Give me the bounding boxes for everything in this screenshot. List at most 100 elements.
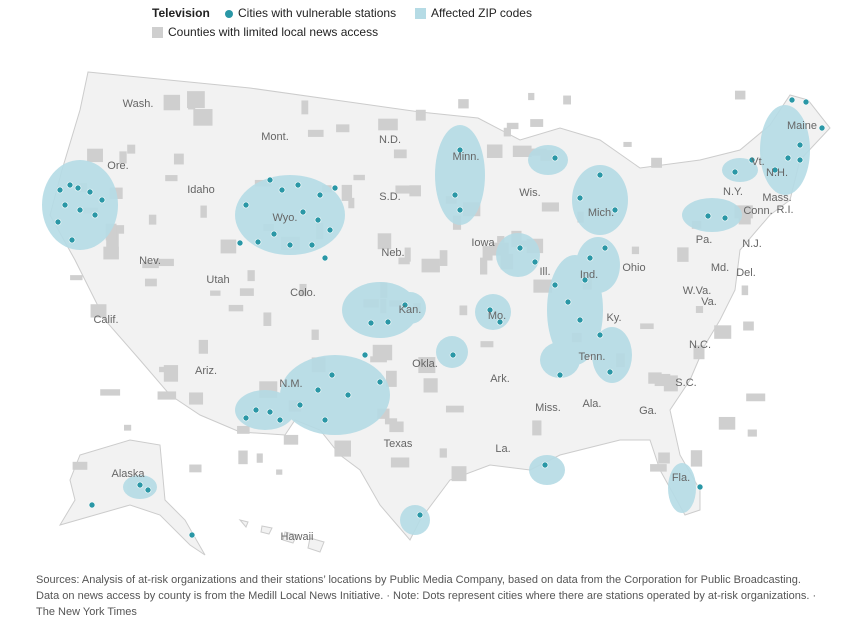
- county: [439, 250, 448, 266]
- state-label: S.D.: [379, 191, 400, 203]
- county: [482, 246, 493, 261]
- station-dot: [242, 201, 250, 209]
- county: [198, 339, 208, 354]
- map: Wash. Mont. N.D. Minn. Ore. Idaho Wyo. S.D. Wis.…: [42, 6, 831, 556]
- zip-area: [547, 255, 603, 365]
- station-dot: [516, 244, 524, 252]
- county: [563, 95, 571, 105]
- county: [154, 258, 174, 267]
- state-label: S.C.: [675, 377, 696, 389]
- county: [506, 122, 519, 130]
- county: [677, 247, 689, 262]
- county: [623, 141, 632, 147]
- state-label: La.: [495, 443, 510, 455]
- station-dot: [596, 331, 604, 339]
- zip-area: [592, 327, 632, 383]
- county: [299, 283, 307, 297]
- county: [532, 420, 542, 436]
- station-dot: [416, 511, 424, 519]
- county: [103, 246, 119, 260]
- station-dot: [541, 461, 549, 469]
- county: [458, 99, 469, 109]
- zip-area: [682, 198, 742, 232]
- station-dot: [91, 211, 99, 219]
- station-dot: [531, 258, 539, 266]
- station-dot: [784, 154, 792, 162]
- state-label: Calif.: [93, 314, 118, 326]
- county: [334, 440, 351, 457]
- zip-area: [528, 145, 568, 175]
- county: [734, 90, 746, 100]
- zip-area: [235, 390, 295, 430]
- state-label: Kan.: [399, 304, 422, 316]
- station-dot: [384, 318, 392, 326]
- station-dot: [581, 276, 589, 284]
- county: [451, 466, 467, 482]
- station-dot: [361, 351, 369, 359]
- county: [237, 425, 250, 434]
- state-label: Wis.: [519, 187, 540, 199]
- station-dot: [596, 171, 604, 179]
- station-dot: [326, 226, 334, 234]
- county: [393, 149, 407, 159]
- affected-zip-codes: [42, 105, 810, 535]
- station-dot: [61, 201, 69, 209]
- county: [193, 109, 213, 126]
- state-label: Va.: [701, 296, 717, 308]
- county: [654, 373, 671, 387]
- station-dot: [449, 351, 457, 359]
- county: [200, 205, 207, 218]
- station-dot: [54, 218, 62, 226]
- county: [746, 393, 766, 402]
- station-dot: [376, 378, 384, 386]
- county: [421, 258, 440, 273]
- station-dot: [314, 216, 322, 224]
- county: [348, 197, 355, 209]
- state-label: Del.: [736, 267, 756, 279]
- county: [528, 92, 535, 101]
- station-dot: [606, 368, 614, 376]
- station-dot: [278, 186, 286, 194]
- county: [738, 213, 751, 225]
- county: [389, 421, 404, 433]
- state-label: Alaska: [111, 468, 145, 480]
- county: [398, 257, 410, 265]
- county: [341, 184, 353, 201]
- state-label: Tenn.: [579, 351, 606, 363]
- county: [90, 304, 107, 318]
- station-dot: [551, 154, 559, 162]
- station-dot: [242, 414, 250, 422]
- legend-item: Affected ZIP codes: [431, 6, 532, 20]
- county: [148, 214, 157, 225]
- county: [283, 434, 299, 445]
- state-label: Md.: [711, 262, 729, 274]
- state-label: Wyo.: [273, 212, 298, 224]
- county: [631, 246, 640, 255]
- state-label: Nev.: [139, 255, 161, 267]
- station-dot: [276, 416, 284, 424]
- zip-area: [394, 292, 426, 324]
- station-dot: [266, 176, 274, 184]
- state-label: Iowa: [471, 237, 495, 249]
- state-label: Miss.: [535, 402, 561, 414]
- legend: Television Cities with vulnerable statio…: [152, 6, 532, 39]
- state-label: Ind.: [580, 269, 598, 281]
- county: [220, 239, 237, 254]
- zip-area: [529, 455, 565, 485]
- county: [187, 91, 205, 109]
- county: [530, 119, 544, 127]
- state-labels: Wash. Mont. N.D. Minn. Ore. Idaho Wyo. S.D. Wis.…: [93, 98, 817, 543]
- county: [353, 174, 365, 181]
- station-dot: [551, 281, 559, 289]
- county: [165, 175, 178, 182]
- county: [741, 285, 749, 296]
- county: [395, 185, 413, 194]
- county: [690, 450, 703, 467]
- vulnerable-stations: [54, 96, 826, 539]
- legend-title: Television: [152, 6, 210, 20]
- state-label: Mo.: [488, 310, 506, 322]
- county: [480, 257, 488, 275]
- legend-item: Cities with vulnerable stations: [238, 6, 396, 20]
- county: [718, 416, 736, 430]
